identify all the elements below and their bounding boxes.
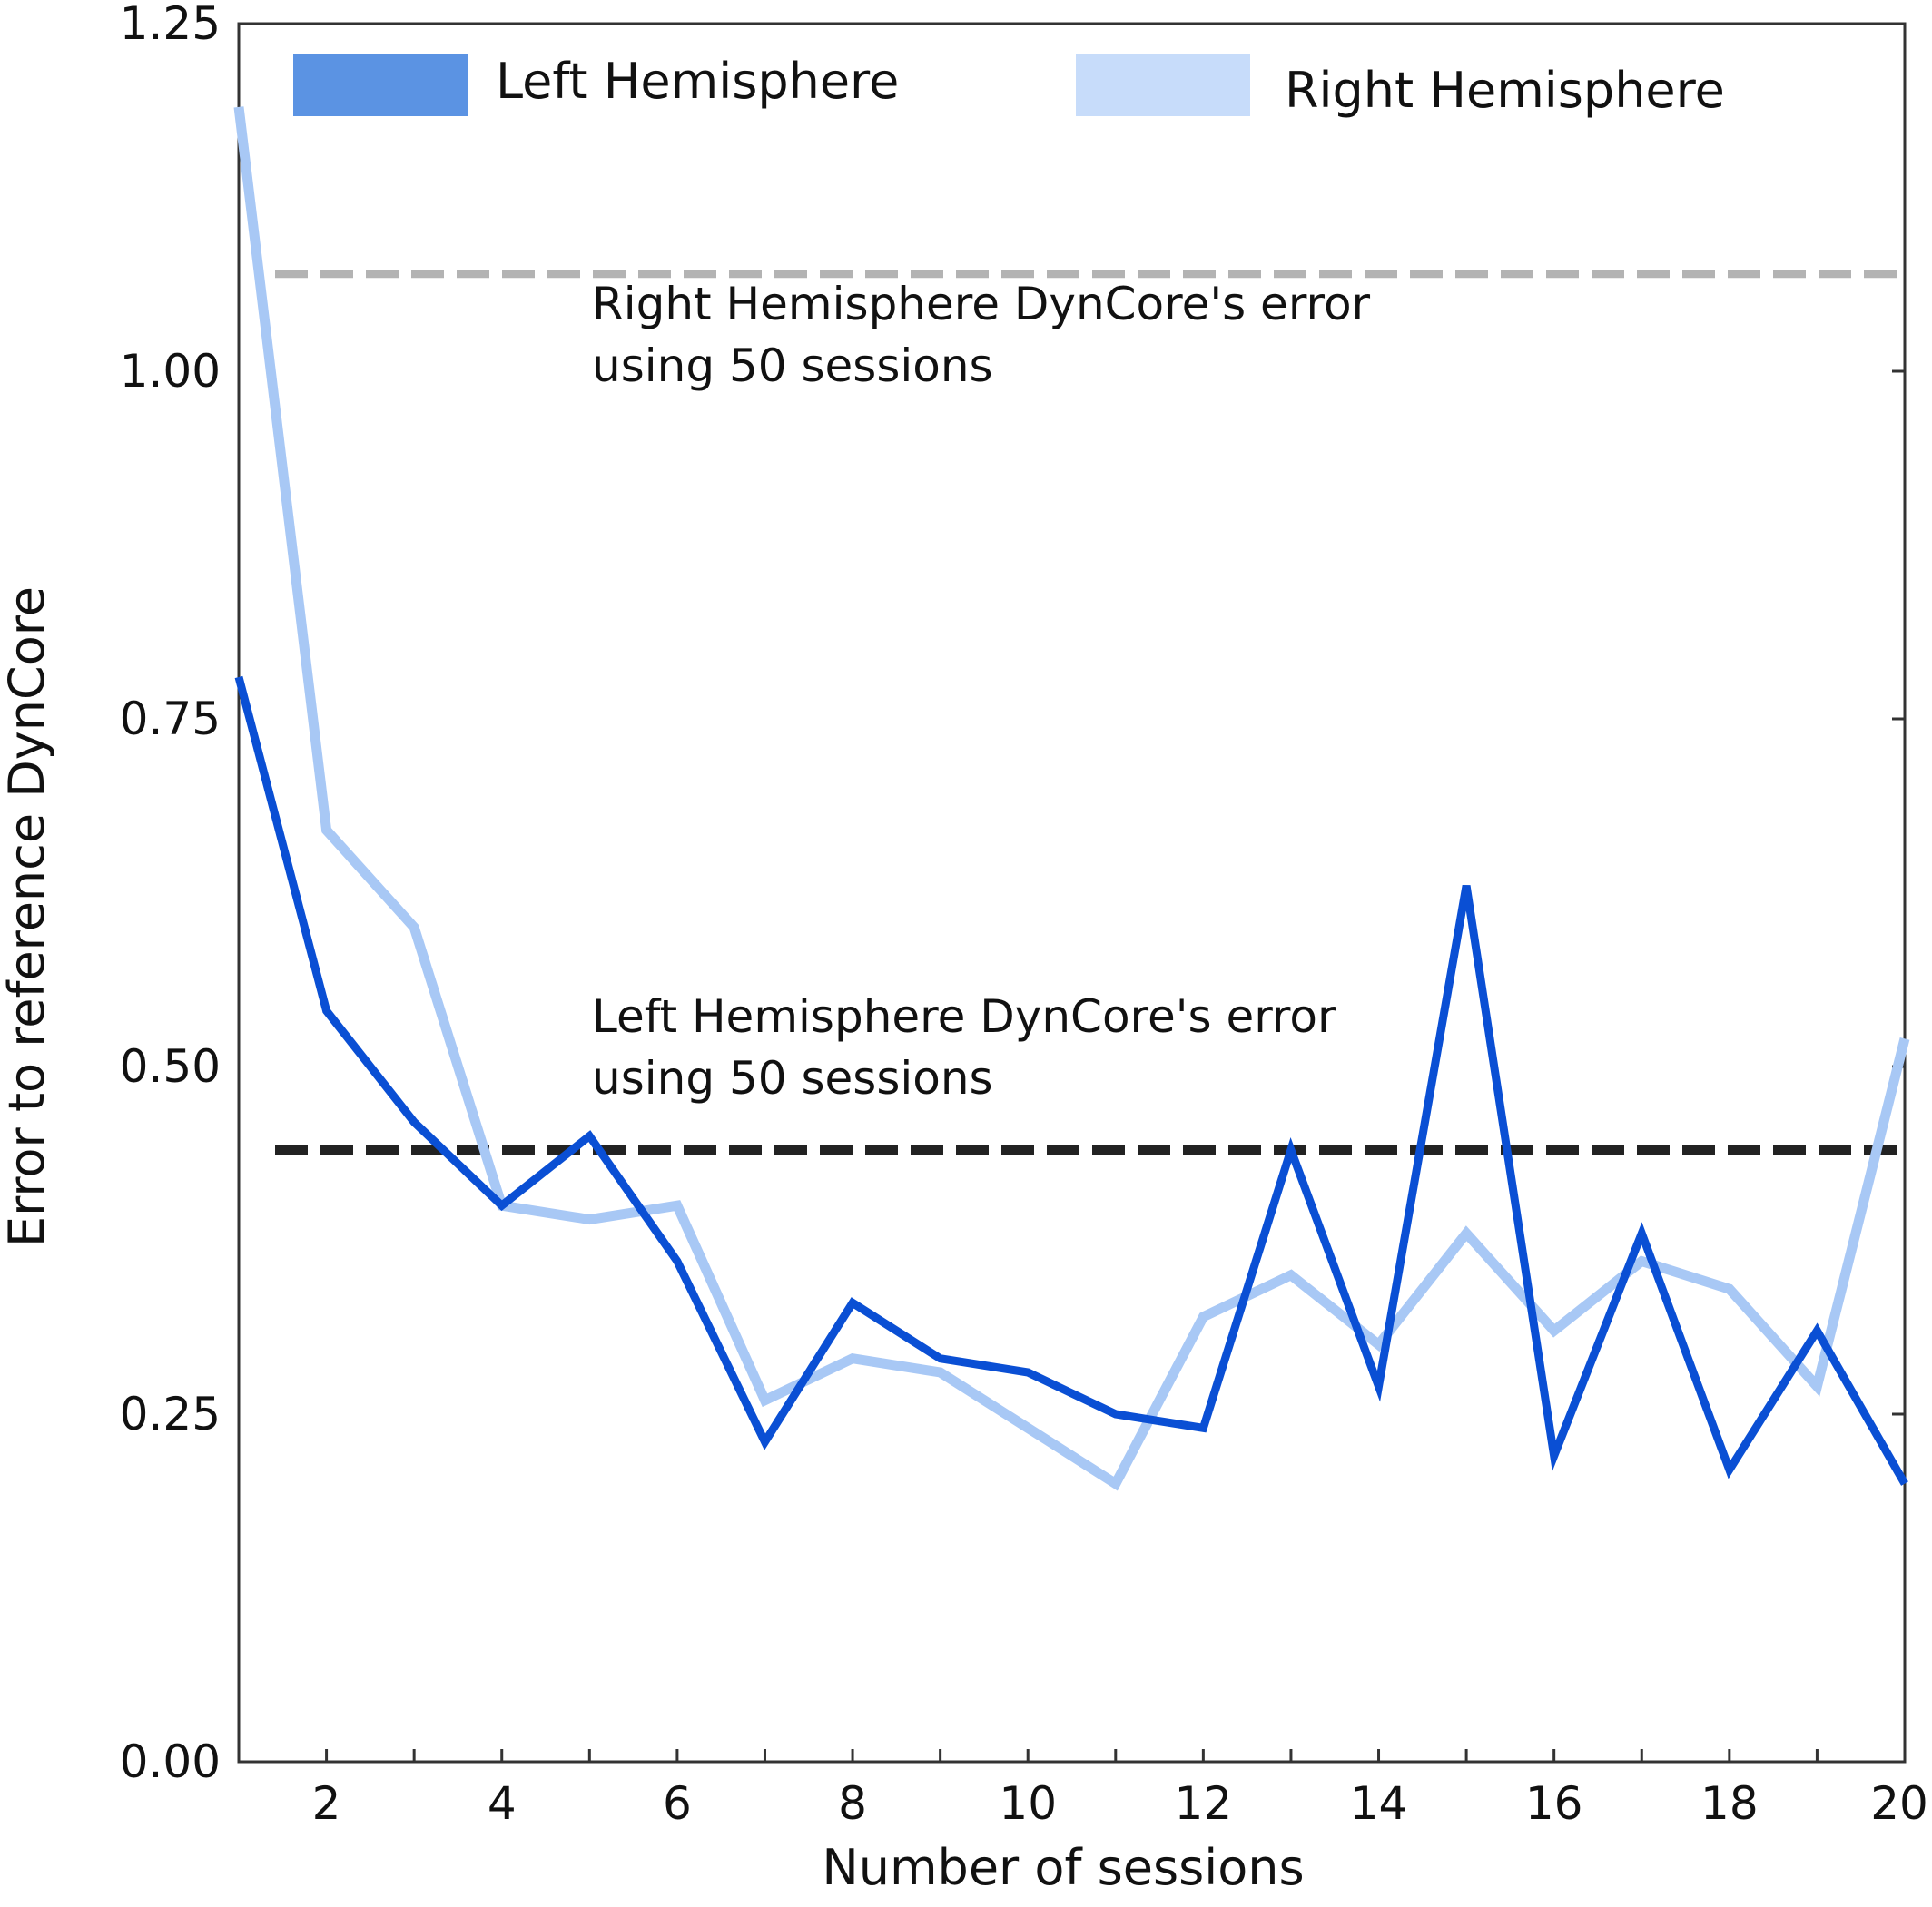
series-line-left-hemisphere <box>234 675 1908 1486</box>
x-axis: 2 4 6 8 10 12 14 16 18 20 <box>312 1749 1928 1830</box>
x-axis-title: Number of sessions <box>822 1839 1304 1896</box>
x-tick-label: 18 <box>1700 1777 1759 1830</box>
legend-swatch <box>1076 54 1250 116</box>
legend-label: Left Hemisphere <box>496 53 899 110</box>
y-tick-label: 0.00 <box>120 1735 221 1788</box>
y-tick-label: 0.25 <box>120 1388 221 1440</box>
y-tick-label: 0.50 <box>120 1040 221 1093</box>
plot-frame <box>237 22 1907 1764</box>
x-tick-label: 20 <box>1870 1777 1928 1830</box>
y-axis: 0.00 0.25 0.50 0.75 1.00 1.25 <box>120 0 1905 1788</box>
y-tick-label: 1.25 <box>120 0 221 50</box>
x-tick-label: 12 <box>1175 1777 1233 1830</box>
series-lines <box>233 106 1910 1491</box>
reference-label-line1: Right Hemisphere DynCore's error <box>592 278 1371 330</box>
y-tick-label: 0.75 <box>120 693 221 745</box>
legend-label: Right Hemisphere <box>1285 62 1725 119</box>
reference-label-line2: using 50 sessions <box>592 339 993 392</box>
reference-label-line2: using 50 sessions <box>592 1052 993 1105</box>
x-tick-label: 4 <box>488 1777 517 1830</box>
x-tick-label: 8 <box>838 1777 867 1830</box>
x-tick-label: 14 <box>1350 1777 1408 1830</box>
legend-swatch <box>293 54 468 116</box>
y-tick-label: 1.00 <box>120 345 221 398</box>
reference-lines: Right Hemisphere DynCore's error using 50… <box>275 270 1905 1155</box>
x-tick-label: 6 <box>663 1777 692 1830</box>
reference-label-line1: Left Hemisphere DynCore's error <box>592 990 1336 1043</box>
x-tick-label: 10 <box>999 1777 1057 1830</box>
y-axis-title: Error to reference DynCore <box>0 586 55 1247</box>
x-tick-label: 16 <box>1525 1777 1583 1830</box>
x-tick-label: 2 <box>312 1777 341 1830</box>
legend: Left Hemisphere Right Hemisphere <box>293 53 1725 119</box>
